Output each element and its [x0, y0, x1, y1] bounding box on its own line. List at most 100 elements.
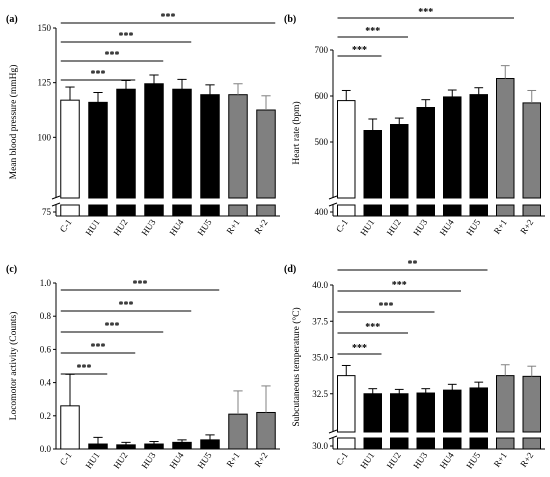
y-tick-label: 0.4 [40, 378, 52, 388]
bar [363, 393, 382, 433]
significance-label: *** [91, 342, 106, 353]
bar [60, 99, 80, 199]
x-tick-label: HU3 [411, 217, 430, 237]
x-tick-label: HU1 [358, 450, 376, 470]
bar [228, 94, 248, 199]
y-tick-label: 40.0 [312, 280, 328, 290]
significance-label: *** [119, 31, 134, 42]
significance-label: *** [352, 45, 367, 56]
significance-label: *** [105, 50, 120, 61]
x-tick-label: R+1 [492, 450, 509, 469]
y-tick-label: 30.0 [312, 441, 328, 451]
x-tick-label: HU2 [385, 217, 403, 237]
axis-break-mark [328, 195, 338, 200]
x-tick-label: R+2 [253, 450, 270, 469]
bar-lower-segment [390, 204, 409, 217]
y-tick-label: 500 [315, 137, 329, 147]
bar [363, 130, 382, 199]
significance-label: *** [161, 12, 176, 23]
y-tick-label: 0.6 [40, 344, 52, 354]
bar [469, 387, 488, 433]
y-axis-label: Locomotor activity (Counts) [8, 312, 19, 421]
y-tick-label: 35.0 [312, 353, 328, 363]
significance-label: *** [365, 322, 380, 333]
x-tick-label: R+1 [225, 450, 242, 469]
bar [172, 441, 192, 450]
bar-lower-segment [363, 437, 382, 450]
bar [496, 375, 515, 433]
x-tick-label: R+2 [518, 450, 535, 469]
x-tick-label: C-1 [58, 217, 74, 234]
bar-lower-segment [60, 204, 80, 217]
significance-label: *** [105, 321, 120, 332]
bar-lower-segment [228, 204, 248, 217]
x-tick-label: C-1 [334, 450, 350, 467]
y-tick-label: 0.0 [40, 444, 52, 454]
x-tick-label: HU4 [167, 217, 186, 237]
bar [522, 375, 541, 433]
axis-break-mark [328, 435, 338, 440]
significance-label: *** [365, 26, 380, 37]
x-tick-label: HU5 [464, 217, 483, 237]
y-tick-label: 600 [315, 91, 329, 101]
significance-label: *** [352, 343, 367, 354]
significance-label: *** [77, 363, 92, 374]
bar-lower-segment [116, 204, 136, 217]
bar [256, 109, 276, 199]
x-tick-label: HU5 [195, 217, 214, 237]
y-tick-label: 0.8 [40, 311, 52, 321]
y-tick-label: 32.5 [312, 389, 328, 399]
bar [200, 439, 220, 450]
y-tick-label: 100 [38, 132, 52, 142]
panel-label: (c) [6, 264, 17, 275]
bar-lower-segment [200, 204, 220, 217]
bar [522, 102, 541, 199]
x-tick-label: R+1 [225, 217, 242, 236]
x-tick-label: HU3 [139, 450, 158, 470]
x-tick-label: R+1 [492, 217, 509, 236]
bar [416, 392, 435, 433]
y-axis-label: Heart rate (bpm) [291, 101, 302, 164]
x-tick-label: HU2 [111, 217, 129, 237]
x-tick-label: R+2 [253, 217, 270, 236]
bar-lower-segment [172, 204, 192, 217]
bar [228, 413, 248, 450]
x-tick-label: HU3 [411, 450, 430, 470]
bar [200, 94, 220, 199]
significance-label: ** [408, 259, 418, 270]
bar-lower-segment [443, 204, 462, 217]
bar-lower-segment [337, 204, 356, 217]
bar-lower-segment [416, 437, 435, 450]
bar-lower-segment [416, 204, 435, 217]
x-tick-label: HU2 [385, 450, 403, 470]
x-tick-label: HU4 [438, 450, 457, 470]
significance-label: *** [133, 279, 148, 290]
bar-lower-segment [496, 437, 515, 450]
significance-label: *** [91, 69, 106, 80]
bar-lower-segment [363, 204, 382, 217]
bar [390, 393, 409, 433]
bar-lower-segment [469, 204, 488, 217]
bar [416, 107, 435, 199]
significance-label: *** [392, 280, 407, 291]
bar [116, 444, 136, 450]
bar [172, 88, 192, 199]
x-tick-label: R+2 [518, 217, 535, 236]
bar [443, 389, 462, 433]
y-tick-label: 37.5 [312, 316, 328, 326]
x-tick-label: HU5 [464, 450, 483, 470]
bar-lower-segment [390, 437, 409, 450]
panel-label: (d) [284, 264, 296, 275]
x-tick-label: HU2 [111, 450, 129, 470]
significance-label: *** [418, 7, 433, 18]
bar [469, 94, 488, 199]
y-axis-label: Mean blood pressure (mmHg) [8, 65, 19, 180]
bar-lower-segment [522, 437, 541, 450]
axis-break-mark [51, 195, 61, 200]
axis-break-mark [51, 202, 61, 207]
y-tick-label: 700 [315, 45, 329, 55]
bar-lower-segment [522, 204, 541, 217]
bar-lower-segment [337, 437, 356, 450]
panel-label: (b) [284, 14, 296, 25]
